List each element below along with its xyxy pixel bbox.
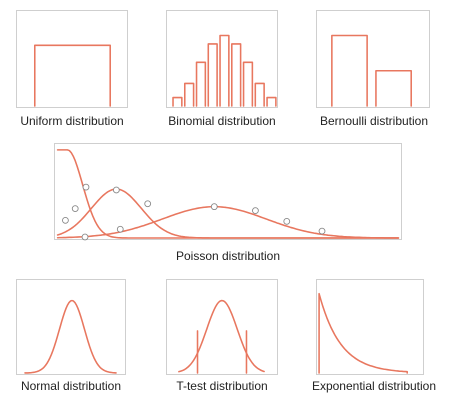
- normal-plot: [24, 299, 117, 374]
- poisson-marker: [116, 225, 124, 233]
- binomial-bars: [172, 34, 277, 107]
- bernoulli-bar: [331, 34, 368, 107]
- poisson-marker: [283, 217, 291, 225]
- uniform-rect: [33, 44, 111, 107]
- bernoulli-panel: [316, 10, 430, 108]
- binomial-bar: [266, 96, 277, 107]
- binomial-bar: [231, 43, 242, 107]
- ttest-caption: T-test distribution: [176, 379, 268, 393]
- exponential-caption: Exponential distribution: [311, 379, 437, 393]
- poisson-marker: [62, 217, 69, 224]
- uniform-panel: [16, 10, 128, 108]
- binomial-bar: [183, 82, 195, 107]
- poisson-marker: [144, 200, 152, 208]
- binomial-bar: [207, 43, 218, 107]
- poisson-curve-10: [56, 205, 400, 239]
- bernoulli-bars: [331, 34, 412, 107]
- poisson-marker: [71, 205, 79, 213]
- binomial-bar: [254, 82, 265, 107]
- binomial-bar: [195, 61, 207, 107]
- poisson-panel: [54, 143, 402, 241]
- poisson-caption: Poisson distribution: [175, 249, 281, 263]
- ttest-plot: [178, 299, 265, 374]
- exponential-plot: [318, 292, 408, 374]
- poisson-marker: [112, 186, 120, 194]
- exponential-curve: [318, 292, 408, 374]
- bernoulli-plot: [331, 34, 412, 107]
- binomial-plot: [172, 34, 277, 107]
- poisson-marker: [82, 183, 90, 191]
- uniform-plot: [33, 44, 111, 107]
- poisson-marker: [81, 233, 89, 241]
- exponential-panel: [316, 279, 424, 375]
- ttest-panel: [166, 279, 278, 375]
- binomial-caption: Binomial distribution: [168, 114, 276, 128]
- poisson-marker: [252, 207, 259, 214]
- binomial-bar: [219, 34, 230, 107]
- poisson-marker: [318, 227, 326, 235]
- uniform-caption: Uniform distribution: [20, 114, 124, 128]
- normal-curve: [24, 299, 117, 374]
- normal-panel: [16, 279, 126, 375]
- bernoulli-caption: Bernoulli distribution: [319, 114, 429, 128]
- poisson-plot: [56, 149, 400, 241]
- poisson-markers: [62, 183, 326, 241]
- bernoulli-bar: [375, 69, 412, 107]
- poisson-marker: [210, 203, 218, 211]
- poisson-curve-1: [56, 149, 400, 239]
- binomial-panel: [166, 10, 278, 108]
- normal-caption: Normal distribution: [20, 379, 122, 393]
- poisson-curve-4: [56, 188, 400, 239]
- binomial-bar: [172, 96, 183, 107]
- binomial-bar: [242, 61, 254, 107]
- ttest-curve: [178, 299, 265, 373]
